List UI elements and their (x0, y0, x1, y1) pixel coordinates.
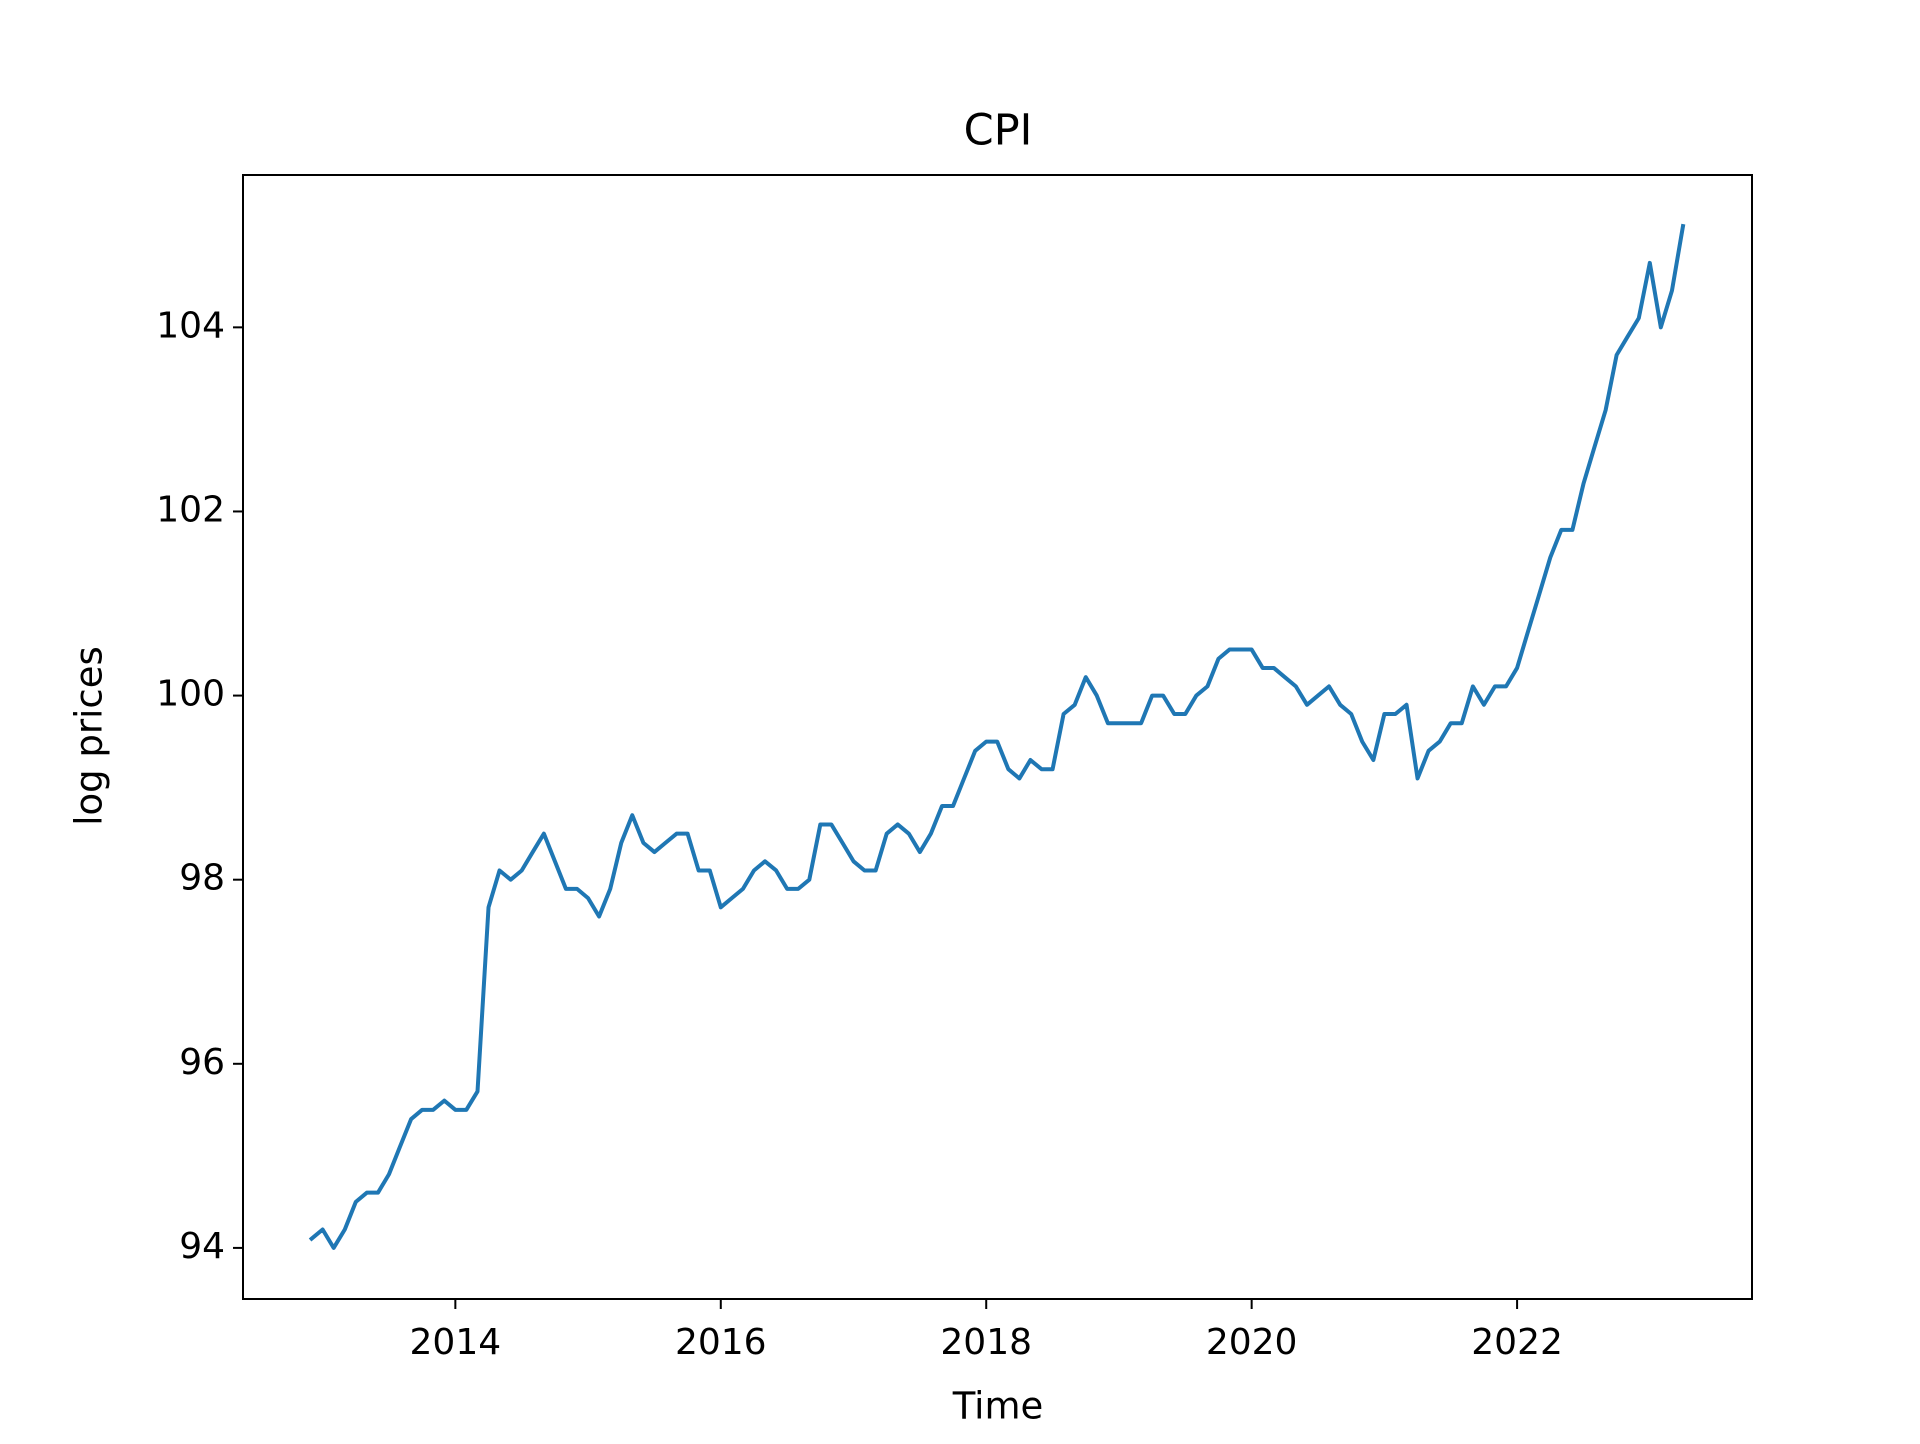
y-tick-label: 102 (156, 489, 225, 530)
y-tick-label: 94 (179, 1226, 225, 1267)
x-tick-label: 2016 (675, 1322, 767, 1363)
line-series (308, 223, 1686, 1250)
x-axis-label: Time (952, 1385, 1044, 1428)
y-axis-label: log prices (68, 646, 111, 826)
x-tick-label: 2014 (410, 1322, 502, 1363)
chart-title: CPI (964, 106, 1033, 156)
x-tick-label: 2018 (940, 1322, 1032, 1363)
y-tick-label: 104 (156, 305, 225, 346)
y-tick-label: 96 (179, 1042, 225, 1083)
y-tick-label: 100 (156, 674, 225, 715)
y-tick-label: 98 (179, 858, 225, 899)
plot-frame (242, 174, 1753, 1300)
x-tick-label: 2020 (1206, 1322, 1298, 1363)
x-tick-label: 2022 (1471, 1322, 1563, 1363)
